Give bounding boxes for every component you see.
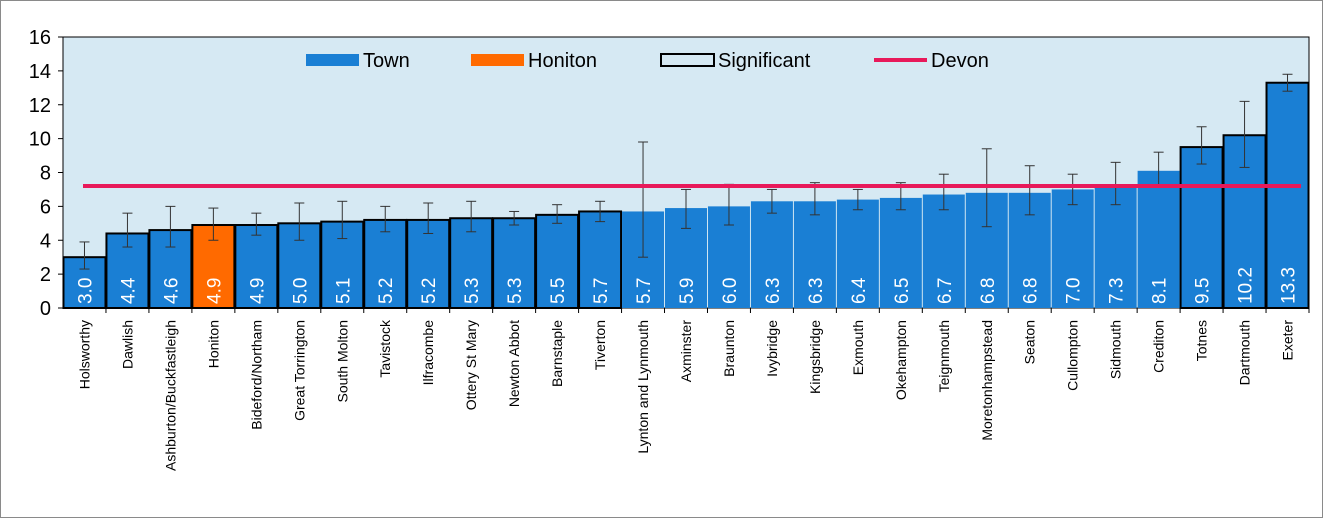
data-label: 3.0 bbox=[75, 278, 96, 304]
data-label: 9.5 bbox=[1193, 278, 1214, 304]
x-tick-label: Ilfracombe bbox=[420, 320, 436, 386]
data-label: 5.1 bbox=[333, 278, 354, 304]
data-label: 5.5 bbox=[548, 278, 569, 304]
data-label: 7.0 bbox=[1064, 278, 1085, 304]
bar bbox=[363, 218, 408, 309]
x-tick-label: South Molton bbox=[334, 320, 350, 403]
x-tick-label: Holsworthy bbox=[76, 320, 92, 389]
legend-label: Significant bbox=[718, 50, 811, 72]
bar bbox=[1137, 170, 1180, 308]
x-tick-label: Newton Abbot bbox=[506, 320, 522, 407]
data-label: 6.5 bbox=[892, 278, 913, 304]
legend-swatch-honiton bbox=[471, 54, 524, 66]
x-tick-label: Tiverton bbox=[592, 320, 608, 370]
x-tick-label: Teignmouth bbox=[936, 320, 952, 392]
data-label: 5.7 bbox=[591, 278, 612, 304]
x-tick-label: Braunton bbox=[721, 320, 737, 377]
data-label: 4.9 bbox=[247, 278, 268, 304]
data-label: 8.1 bbox=[1150, 278, 1171, 304]
x-tick-label: Ottery St Mary bbox=[463, 320, 479, 410]
data-label: 5.2 bbox=[376, 278, 397, 304]
x-tick-label: Barnstaple bbox=[549, 320, 565, 387]
bar bbox=[793, 201, 836, 308]
x-tick-label: Ivybridge bbox=[764, 320, 780, 377]
bar bbox=[836, 199, 879, 308]
x-tick-label: Honiton bbox=[205, 320, 221, 368]
data-label: 5.0 bbox=[290, 278, 311, 304]
x-tick-label: Cullompton bbox=[1065, 320, 1081, 391]
x-tick-label: Kingsbridge bbox=[807, 320, 823, 394]
data-label: 6.7 bbox=[935, 278, 956, 304]
data-label: 5.2 bbox=[419, 278, 440, 304]
x-tick-label: Lynton and Lynmouth bbox=[635, 320, 651, 454]
data-label: 10.2 bbox=[1236, 267, 1257, 304]
bar bbox=[1179, 146, 1224, 309]
y-tick-label: 4 bbox=[40, 230, 51, 252]
data-label: 6.0 bbox=[720, 278, 741, 304]
x-tick-label: Bideford/Northam bbox=[248, 320, 264, 430]
data-label: 7.3 bbox=[1107, 278, 1128, 304]
x-tick-label: Totnes bbox=[1194, 320, 1210, 361]
legend-label: Town bbox=[363, 50, 410, 72]
data-label: 5.7 bbox=[634, 278, 655, 304]
bar bbox=[578, 210, 623, 309]
y-tick-label: 16 bbox=[29, 27, 51, 49]
data-label: 13.3 bbox=[1279, 267, 1300, 304]
data-label: 4.4 bbox=[118, 277, 139, 304]
y-tick-label: 12 bbox=[29, 95, 51, 117]
x-tick-label: Ashburton/Buckfastleigh bbox=[162, 320, 178, 471]
x-tick-label: Dartmouth bbox=[1237, 320, 1253, 385]
data-label: 6.4 bbox=[849, 277, 870, 304]
y-tick-label: 8 bbox=[40, 163, 51, 185]
x-tick-label: Crediton bbox=[1151, 320, 1167, 373]
bar bbox=[1265, 81, 1310, 309]
y-tick-label: 0 bbox=[40, 298, 51, 320]
x-tick-label: Seaton bbox=[1022, 320, 1038, 364]
data-label: 6.8 bbox=[978, 278, 999, 304]
x-tick-label: Great Torrington bbox=[291, 320, 307, 421]
bar bbox=[922, 194, 965, 308]
data-label: 4.9 bbox=[204, 278, 225, 304]
data-label: 5.9 bbox=[677, 278, 698, 304]
x-tick-label: Okehampton bbox=[893, 320, 909, 400]
data-label: 6.8 bbox=[1021, 278, 1042, 304]
bar bbox=[750, 201, 793, 308]
legend-swatch-significant bbox=[660, 53, 715, 67]
legend-label: Honiton bbox=[528, 50, 597, 72]
data-label: 5.3 bbox=[505, 278, 526, 304]
bar bbox=[879, 197, 922, 308]
x-tick-label: Exmouth bbox=[850, 320, 866, 375]
data-label: 6.3 bbox=[763, 278, 784, 304]
legend-swatch-town bbox=[306, 54, 359, 66]
bar bbox=[1051, 189, 1094, 308]
data-label: 6.3 bbox=[806, 278, 827, 304]
y-tick-label: 6 bbox=[40, 196, 51, 218]
legend-label: Devon bbox=[931, 50, 989, 72]
data-label: 5.3 bbox=[462, 278, 483, 304]
x-tick-label: Axminster bbox=[678, 320, 694, 383]
x-tick-label: Exeter bbox=[1280, 320, 1296, 361]
x-tick-label: Tavistock bbox=[377, 319, 393, 378]
y-tick-label: 2 bbox=[40, 264, 51, 286]
y-tick-label: 14 bbox=[29, 61, 51, 83]
x-tick-label: Dawlish bbox=[119, 320, 135, 369]
y-tick-label: 10 bbox=[29, 129, 51, 151]
data-label: 4.6 bbox=[161, 278, 182, 304]
x-tick-label: Sidmouth bbox=[1108, 320, 1124, 379]
x-tick-label: Moretonhampstead bbox=[979, 320, 995, 441]
